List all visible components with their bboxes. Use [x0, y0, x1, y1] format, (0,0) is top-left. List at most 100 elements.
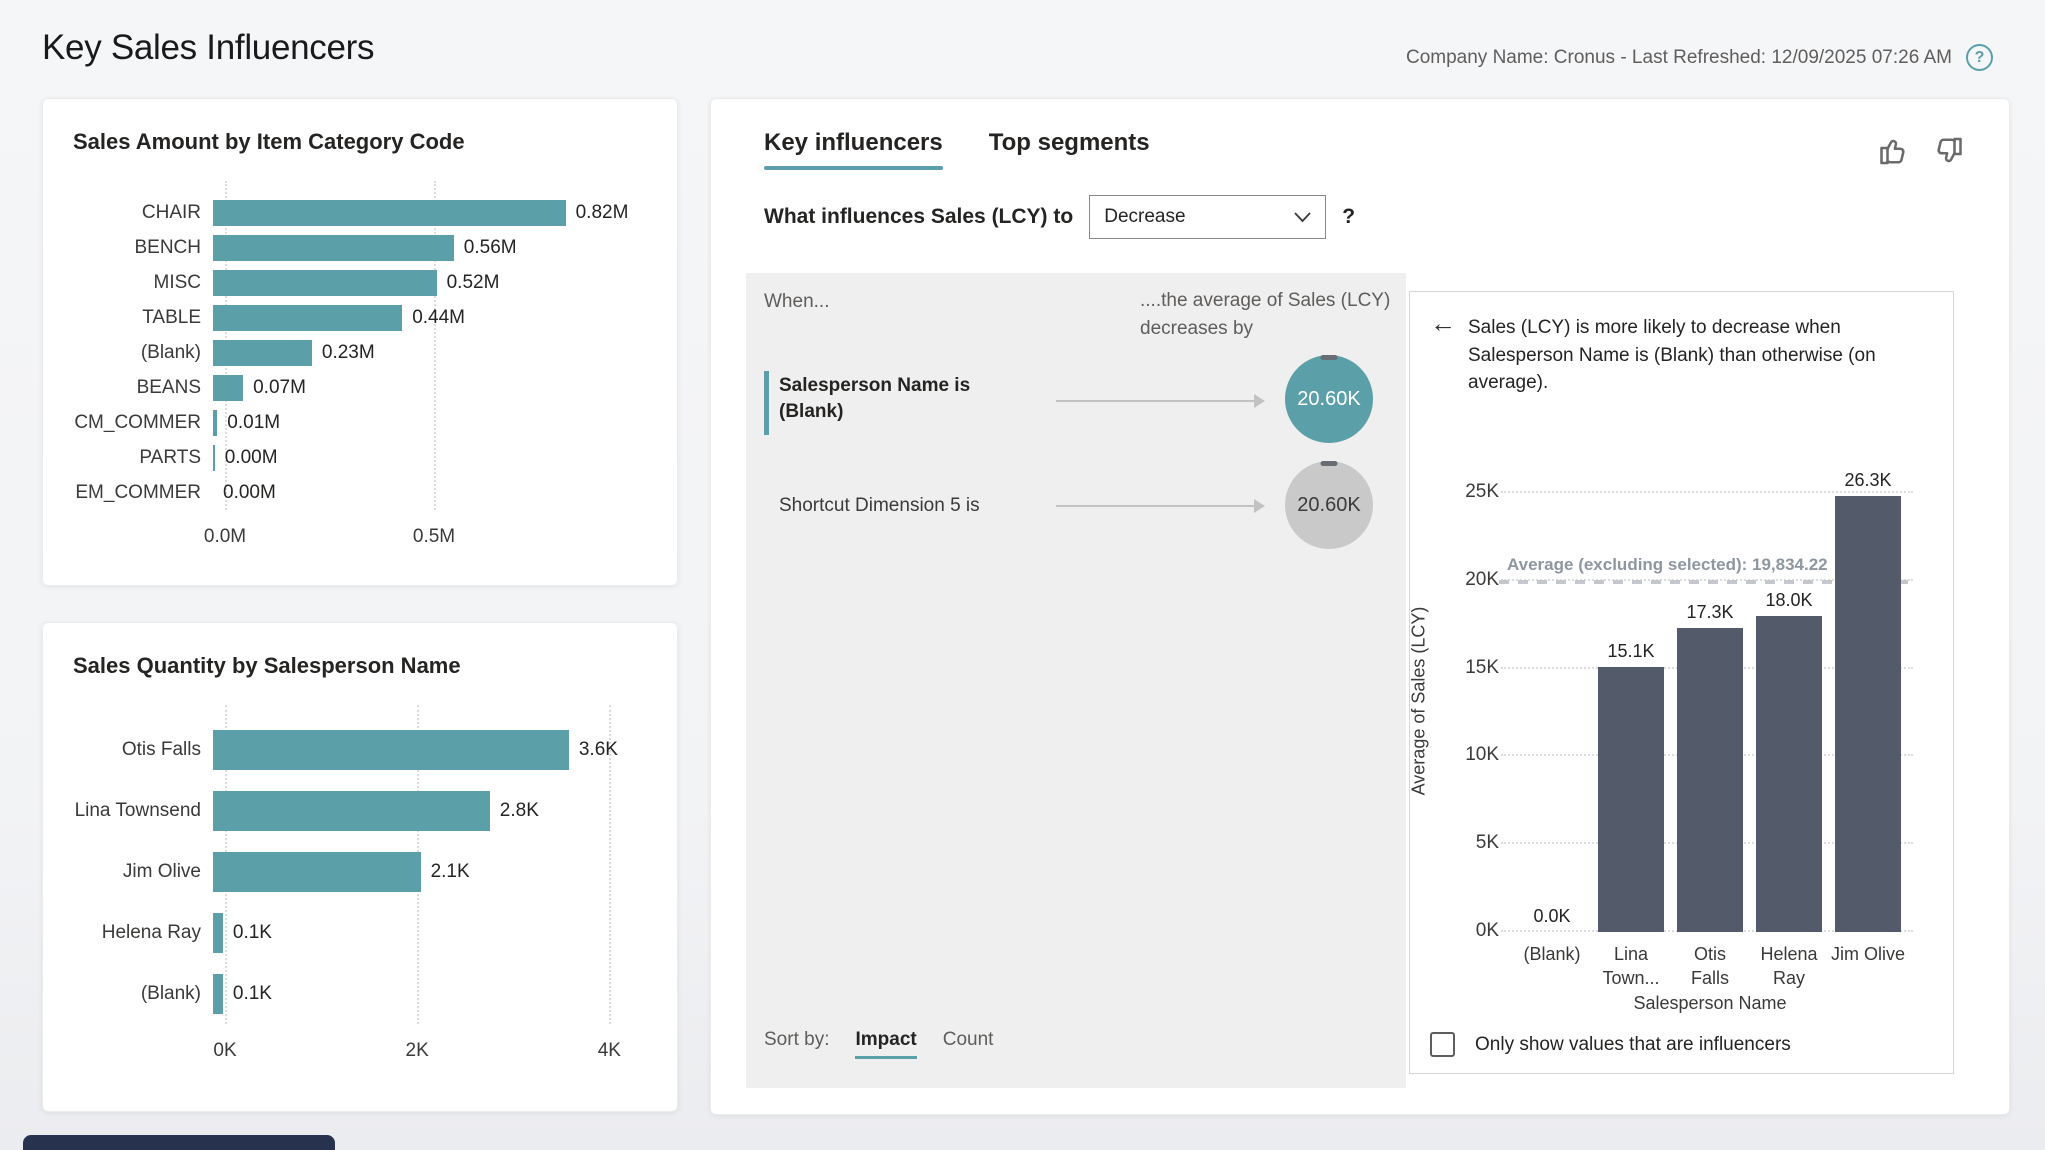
- bar[interactable]: [213, 304, 403, 331]
- bar-rows: CHAIR 0.82M BENCH 0.56M MISC 0.52M TABLE 0.44M (…: [43, 195, 677, 510]
- category-label: EM_COMMER: [75, 481, 201, 503]
- thumbs-down-icon[interactable]: [1929, 133, 1965, 169]
- dropdown-selected-value: Decrease: [1104, 206, 1186, 227]
- x-axis-tick-label: (Blank): [1523, 944, 1581, 964]
- category-label: CHAIR: [141, 201, 201, 223]
- value-label: 0.01M: [227, 411, 281, 433]
- category-label: PARTS: [139, 446, 201, 468]
- bar[interactable]: [213, 234, 454, 261]
- bar[interactable]: [213, 790, 490, 831]
- bar[interactable]: [213, 374, 244, 401]
- influence-bubble-1[interactable]: 20.60K: [1285, 355, 1373, 443]
- sales-amount-card: Sales Amount by Item Category Code CHAIR…: [42, 98, 678, 586]
- bar-row: CM_COMMER 0.01M: [43, 405, 677, 440]
- bar-track: 0.1K: [213, 912, 643, 953]
- column-bar[interactable]: [1598, 666, 1664, 932]
- sales-quantity-chart-title: Sales Quantity by Salesperson Name: [73, 653, 461, 678]
- bar-track: 0.23M: [213, 339, 643, 366]
- column-slot: 26.3K: [1831, 470, 1905, 932]
- thumbs-up-icon[interactable]: [1877, 133, 1913, 169]
- sales-quantity-chart: Otis Falls 3.6K Lina Townsend 2.8K Jim Olive…: [43, 705, 677, 1068]
- category-label: (Blank): [140, 982, 201, 1004]
- bar-track: 0.00M: [213, 444, 643, 471]
- bar[interactable]: [213, 729, 569, 770]
- selection-accent-bar: [764, 371, 769, 435]
- bar-row: BENCH 0.56M: [43, 230, 677, 265]
- tab-top-segments[interactable]: Top segments: [988, 129, 1150, 156]
- category-label: Otis Falls: [121, 738, 201, 760]
- influencer-condition-2[interactable]: Shortcut Dimension 5 is: [779, 495, 980, 516]
- column-bar[interactable]: [1677, 628, 1743, 932]
- column-slot: 18.0K: [1752, 470, 1826, 932]
- question-prefix: What influences Sales (LCY) to: [764, 205, 1074, 228]
- bar[interactable]: [213, 409, 218, 436]
- value-label: 0.0K: [1533, 906, 1571, 926]
- bubble-notch-2: [1320, 461, 1338, 466]
- axis-tick-label: 0K: [213, 1040, 237, 1061]
- category-label: CM_COMMER: [74, 411, 201, 433]
- value-label: 3.6K: [578, 738, 618, 760]
- average-line-label: Average (excluding selected): 19,834.22: [1507, 554, 1828, 574]
- bar[interactable]: [213, 339, 312, 366]
- influencer-condition-1[interactable]: Salesperson Name is (Blank): [779, 375, 971, 422]
- category-label: Lina Townsend: [74, 799, 201, 821]
- bar[interactable]: [213, 973, 223, 1014]
- bar[interactable]: [213, 851, 421, 892]
- arrow-connector-2: [1056, 499, 1265, 513]
- sort-option-impact[interactable]: Impact: [855, 1029, 917, 1059]
- header-meta: Company Name: Cronus - Last Refreshed: 1…: [1406, 44, 1993, 71]
- bar-track: 2.8K: [213, 790, 643, 831]
- category-label: (Blank): [140, 341, 201, 363]
- sales-amount-chart-title: Sales Amount by Item Category Code: [73, 129, 465, 154]
- influencers-filter-row: Only show values that are influencers: [1430, 1032, 1791, 1057]
- only-influencers-checkbox[interactable]: [1430, 1032, 1455, 1057]
- sort-by-label: Sort by:: [764, 1029, 830, 1050]
- value-label: 0.00M: [224, 446, 278, 468]
- effect-header: ....the average of Sales (LCY) decreases…: [1140, 287, 1390, 342]
- influence-direction-dropdown[interactable]: Decrease: [1089, 195, 1327, 239]
- tab-key-influencers[interactable]: Key influencers: [764, 129, 943, 170]
- value-label: 17.3K: [1686, 602, 1734, 623]
- bar[interactable]: [213, 199, 566, 226]
- axis-tick-label: 4K: [597, 1040, 621, 1061]
- help-icon[interactable]: ?: [1966, 44, 1993, 71]
- page-title: Key Sales Influencers: [42, 28, 375, 67]
- bar[interactable]: [213, 912, 223, 953]
- bar[interactable]: [213, 269, 437, 296]
- y-axis-tick-label: 5K: [1475, 832, 1499, 854]
- back-arrow-icon[interactable]: ←: [1430, 308, 1456, 338]
- column-bar[interactable]: [1835, 496, 1901, 932]
- sales-amount-chart: CHAIR 0.82M BENCH 0.56M MISC 0.52M TABLE 0.44M (…: [43, 181, 677, 554]
- tab-bar: Key influencers Top segments: [764, 129, 1150, 170]
- value-label: 0.56M: [463, 236, 517, 258]
- category-label: MISC: [153, 271, 202, 293]
- question-row: What influences Sales (LCY) to Decrease …: [764, 195, 1355, 239]
- company-refresh-info: Company Name: Cronus - Last Refreshed: 1…: [1405, 46, 1952, 68]
- category-label: BENCH: [134, 236, 201, 258]
- value-label: 0.1K: [232, 921, 272, 943]
- category-label: Jim Olive: [122, 860, 201, 882]
- arrow-connector-1: [1056, 394, 1265, 408]
- sort-by-row: Sort by: Impact Count: [764, 1029, 993, 1059]
- bar-row: (Blank) 0.23M: [43, 335, 677, 370]
- bar-row: CHAIR 0.82M: [43, 195, 677, 230]
- feedback-icons: [1877, 133, 1965, 169]
- x-axis-tick-label: Jim Olive: [1831, 944, 1906, 964]
- category-label: TABLE: [142, 306, 201, 328]
- influence-bubble-2[interactable]: 20.60K: [1285, 461, 1373, 549]
- bar[interactable]: [213, 444, 215, 471]
- bar-row: MISC 0.52M: [43, 265, 677, 300]
- insight-text: Sales (LCY) is more likely to decrease w…: [1468, 317, 1876, 394]
- value-label: 0.52M: [446, 271, 500, 293]
- bar-row: Otis Falls 3.6K: [43, 719, 677, 780]
- column-bar[interactable]: [1756, 615, 1822, 932]
- gridline: [1501, 490, 1913, 493]
- bottom-partial-element: [23, 1135, 335, 1150]
- sort-option-count[interactable]: Count: [942, 1029, 994, 1050]
- value-label: 2.8K: [499, 799, 539, 821]
- bar-row: EM_COMMER 0.00M: [43, 475, 677, 510]
- y-axis-tick-label: 20K: [1465, 568, 1499, 590]
- question-suffix: ?: [1342, 205, 1356, 228]
- value-label: 0.82M: [575, 201, 629, 223]
